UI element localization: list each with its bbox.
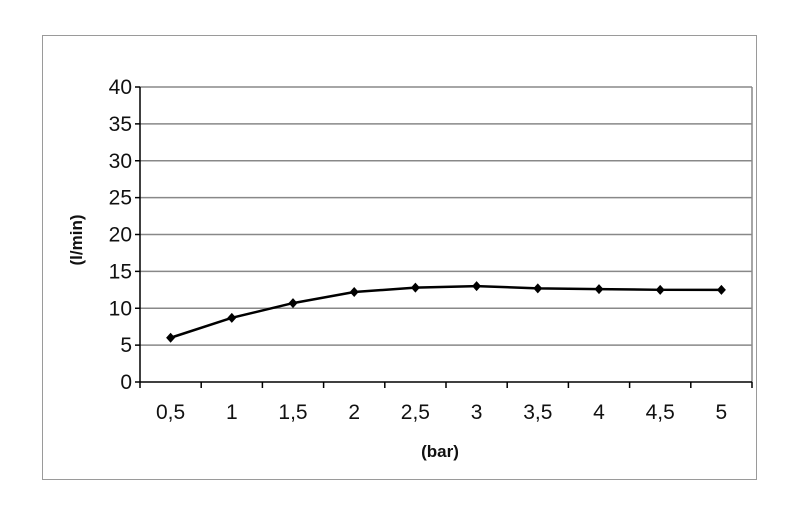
data-point bbox=[655, 284, 665, 295]
data-point bbox=[533, 283, 543, 294]
y-tick-label: 15 bbox=[109, 260, 132, 283]
y-tick-label: 35 bbox=[109, 113, 132, 136]
x-tick-label: 2,5 bbox=[401, 401, 430, 424]
y-tick-label: 40 bbox=[109, 76, 132, 99]
x-tick-label: 0,5 bbox=[156, 401, 185, 424]
series-line bbox=[170, 284, 722, 339]
data-point bbox=[349, 287, 359, 298]
data-point bbox=[410, 282, 420, 293]
y-tick-label: 0 bbox=[120, 371, 132, 394]
data-point bbox=[166, 332, 176, 343]
chart-frame bbox=[42, 35, 757, 480]
data-point bbox=[472, 281, 482, 292]
data-point bbox=[288, 298, 298, 309]
x-axis-label: (bar) bbox=[421, 442, 459, 461]
x-tick-label: 2 bbox=[348, 401, 360, 424]
y-tick-label: 5 bbox=[120, 334, 132, 357]
data-point bbox=[227, 312, 237, 323]
x-tick-label: 1,5 bbox=[278, 401, 307, 424]
x-tick-label: 5 bbox=[716, 401, 728, 424]
data-point bbox=[594, 284, 604, 295]
x-tick-label: 4 bbox=[593, 401, 605, 424]
x-tick-label: 4,5 bbox=[646, 401, 675, 424]
y-tick-label: 20 bbox=[109, 224, 132, 247]
y-tick-label: 10 bbox=[109, 297, 132, 320]
x-tick-label: 3 bbox=[471, 401, 483, 424]
data-point bbox=[716, 284, 726, 295]
y-axis-label: (l/min) bbox=[67, 215, 86, 266]
x-tick-label: 3,5 bbox=[523, 401, 552, 424]
x-tick-label: 1 bbox=[226, 401, 238, 424]
y-tick-label: 25 bbox=[109, 187, 132, 210]
y-tick-label: 30 bbox=[109, 150, 132, 173]
